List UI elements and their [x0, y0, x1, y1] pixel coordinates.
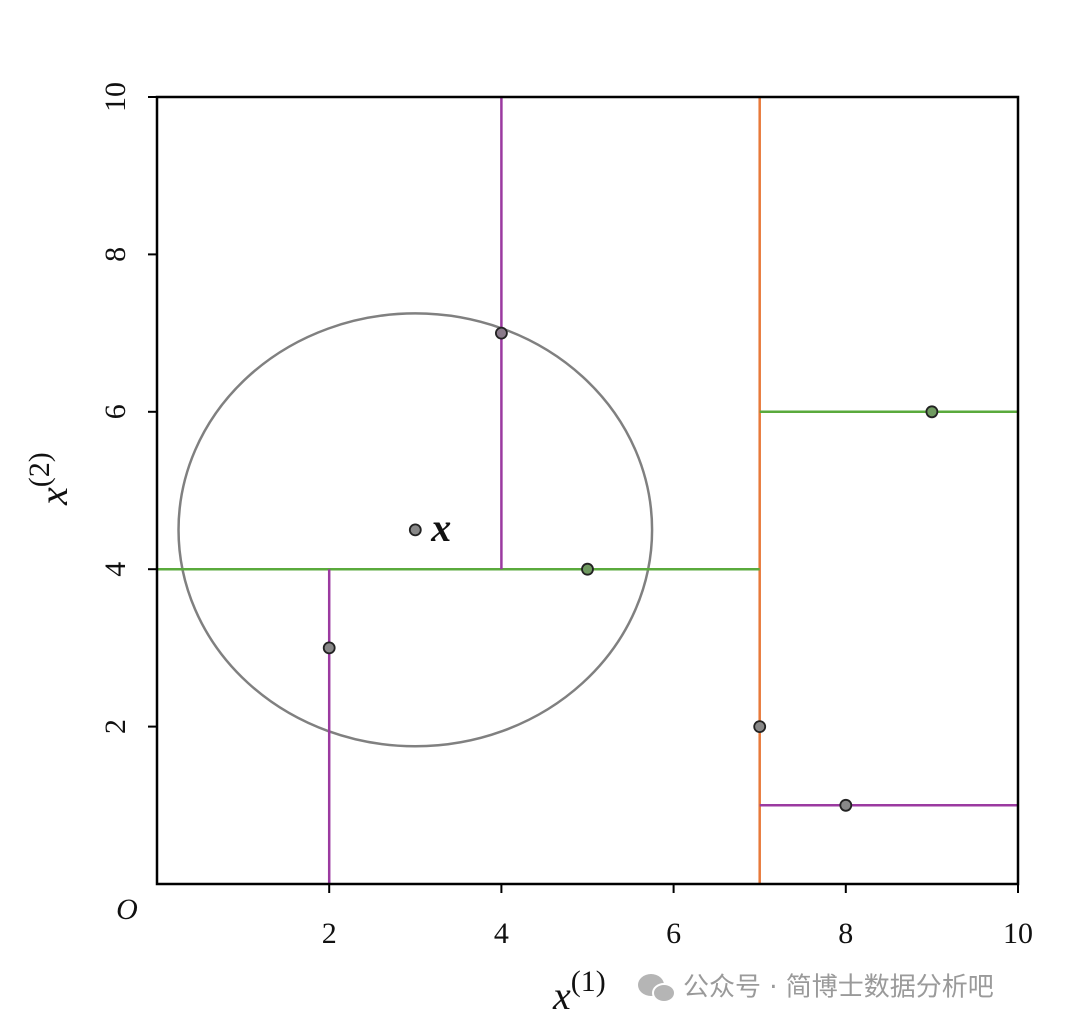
watermark: 公众号 · 简博士数据分析吧: [683, 973, 994, 1003]
data-point: [839, 798, 853, 812]
query-point: [408, 523, 422, 537]
plot-frame: [155, 95, 1020, 886]
origin-label: O: [116, 893, 138, 926]
y-axis-label-sup: (2): [23, 452, 56, 487]
data-point: [494, 326, 508, 340]
y-tick-label: 6: [99, 404, 132, 419]
y-tick-label: 4: [99, 562, 132, 577]
y-tick-label: 8: [99, 247, 132, 262]
x-tick-label: 10: [1003, 917, 1033, 950]
x-tick-label: 6: [666, 917, 681, 950]
data-point: [753, 720, 767, 733]
x-tick-label: 8: [838, 917, 853, 950]
y-axis-label: x(2): [23, 452, 76, 506]
watermark-icon: [638, 974, 676, 1003]
y-axis-label-base: x: [31, 487, 76, 506]
search-circle: [177, 312, 654, 748]
x-axis-label: x(1): [552, 965, 606, 1018]
data-point: [581, 562, 594, 576]
query-label: x: [430, 505, 451, 550]
y-tick-label: 10: [99, 82, 132, 112]
x-tick-label: 4: [494, 917, 509, 950]
data-point: [925, 405, 939, 419]
x-axis-label-sup: (1): [571, 965, 606, 998]
x-axis-label-base: x: [552, 973, 571, 1018]
data-point: [322, 641, 336, 655]
y-tick-label: 2: [99, 719, 132, 734]
x-tick-label: 2: [322, 917, 337, 950]
